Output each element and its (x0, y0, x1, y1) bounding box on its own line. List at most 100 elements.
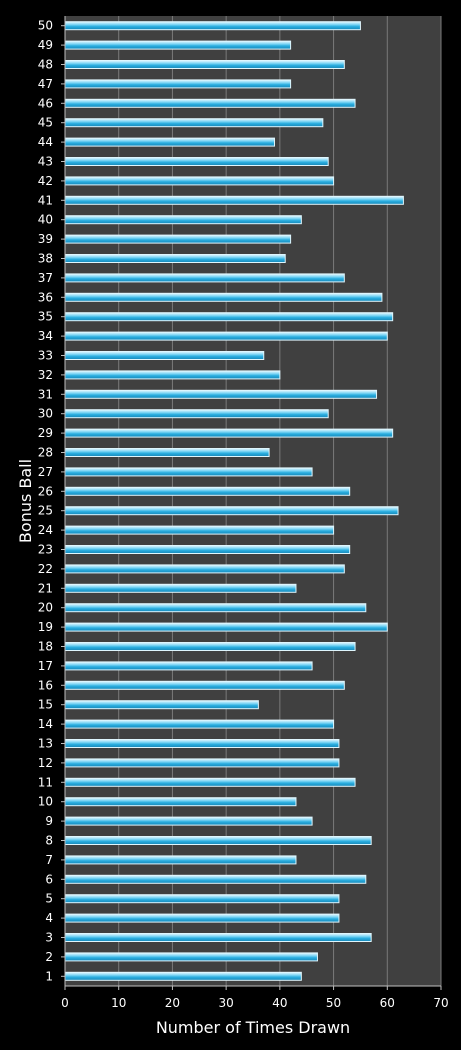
bar-bonus-ball-13 (64, 739, 340, 748)
y-tick-label: 12 (38, 756, 53, 770)
bar-bonus-ball-46 (64, 98, 356, 108)
bar-bonus-ball-28 (64, 448, 270, 457)
y-tick-label: 26 (38, 484, 53, 498)
bar-bonus-ball-20 (64, 603, 367, 613)
bar-bonus-ball-17 (64, 661, 313, 671)
y-tick-label: 15 (38, 698, 53, 712)
bar-bonus-ball-49 (64, 40, 292, 50)
bar-bonus-ball-48 (64, 60, 345, 69)
bar-bonus-ball-14 (64, 719, 335, 729)
y-tick-labels: 1234567891011121314151617181920212223242… (38, 19, 65, 983)
bar-bonus-ball-27 (64, 467, 313, 477)
bar-bonus-ball-21 (64, 583, 297, 593)
y-tick-label: 11 (38, 775, 53, 789)
y-tick-label: 47 (38, 77, 53, 91)
y-tick-label: 50 (38, 19, 53, 33)
y-tick-label: 14 (38, 717, 53, 731)
y-tick-label: 33 (38, 349, 53, 363)
y-tick-label: 22 (38, 562, 53, 576)
x-tick-label: 70 (433, 996, 448, 1010)
bar-bonus-ball-47 (64, 79, 292, 89)
bar-bonus-ball-25 (64, 506, 399, 516)
y-tick-label: 46 (38, 96, 53, 110)
y-tick-label: 20 (38, 601, 53, 615)
x-tick-label: 10 (111, 996, 126, 1010)
bar-bonus-ball-18 (64, 642, 356, 651)
y-tick-label: 43 (38, 155, 53, 169)
bar-bonus-ball-1 (64, 971, 302, 981)
bar-bonus-ball-6 (64, 874, 367, 884)
y-tick-label: 39 (38, 232, 53, 246)
y-tick-label: 37 (38, 271, 53, 285)
y-tick-label: 13 (38, 737, 53, 751)
y-tick-label: 1 (45, 969, 53, 983)
bar-bonus-ball-26 (64, 486, 351, 496)
y-tick-label: 38 (38, 252, 53, 266)
bar-bonus-ball-30 (64, 409, 329, 419)
bars-group (64, 21, 404, 981)
x-tick-label: 60 (380, 996, 395, 1010)
y-axis-title: Bonus Ball (16, 459, 35, 543)
y-tick-label: 7 (45, 853, 53, 867)
y-tick-label: 27 (38, 465, 53, 479)
bar-bonus-ball-35 (64, 312, 394, 322)
y-tick-label: 8 (45, 834, 53, 848)
bar-bonus-ball-12 (64, 758, 340, 768)
x-tick-label: 0 (61, 996, 69, 1010)
y-tick-label: 48 (38, 58, 53, 72)
bar-bonus-ball-44 (64, 137, 275, 147)
y-tick-label: 32 (38, 368, 53, 382)
bar-bonus-ball-39 (64, 234, 292, 244)
y-tick-label: 17 (38, 659, 53, 673)
bar-bonus-ball-2 (64, 952, 318, 962)
bar-bonus-ball-38 (64, 254, 286, 263)
y-tick-label: 16 (38, 678, 53, 692)
bar-bonus-ball-11 (64, 777, 356, 787)
bar-bonus-ball-33 (64, 351, 265, 360)
bar-bonus-ball-34 (64, 331, 388, 341)
y-tick-label: 30 (38, 407, 53, 421)
x-tick-label: 40 (272, 996, 287, 1010)
y-tick-label: 41 (38, 193, 53, 207)
bar-bonus-ball-7 (64, 855, 297, 865)
y-tick-label: 23 (38, 543, 53, 557)
y-tick-label: 18 (38, 640, 53, 654)
bar-bonus-ball-22 (64, 564, 345, 574)
bar-bonus-ball-40 (64, 215, 302, 225)
bar-bonus-ball-50 (64, 21, 361, 31)
y-tick-label: 35 (38, 310, 53, 324)
bar-bonus-ball-5 (64, 894, 340, 904)
y-tick-label: 42 (38, 174, 53, 188)
y-tick-label: 40 (38, 213, 53, 227)
y-tick-label: 19 (38, 620, 53, 634)
x-tick-label: 20 (165, 996, 180, 1010)
x-tick-label: 30 (219, 996, 234, 1010)
bar-bonus-ball-31 (64, 389, 378, 399)
y-tick-label: 44 (38, 135, 53, 149)
y-tick-label: 10 (38, 795, 53, 809)
x-tick-label: 50 (326, 996, 341, 1010)
y-tick-label: 25 (38, 504, 53, 518)
bar-bonus-ball-37 (64, 273, 345, 283)
y-tick-label: 5 (45, 892, 53, 906)
y-tick-label: 24 (38, 523, 53, 537)
bar-bonus-ball-45 (64, 118, 324, 128)
bar-bonus-ball-42 (64, 176, 335, 186)
bar-bonus-ball-24 (64, 525, 335, 535)
y-tick-label: 34 (38, 329, 53, 343)
y-tick-label: 4 (45, 911, 53, 925)
y-tick-label: 3 (45, 931, 53, 945)
bar-bonus-ball-29 (64, 428, 394, 438)
y-tick-label: 2 (45, 950, 53, 964)
y-tick-label: 49 (38, 38, 53, 52)
bar-bonus-ball-32 (64, 370, 281, 380)
bar-bonus-ball-3 (64, 933, 372, 942)
y-tick-label: 9 (45, 814, 53, 828)
y-tick-label: 29 (38, 426, 53, 440)
x-tick-labels: 0 10 20 30 40 50 60 70 (61, 986, 449, 1010)
bar-bonus-ball-23 (64, 545, 351, 554)
x-axis-title: Number of Times Drawn (156, 1018, 350, 1037)
y-tick-label: 21 (38, 581, 53, 595)
y-tick-label: 28 (38, 446, 53, 460)
